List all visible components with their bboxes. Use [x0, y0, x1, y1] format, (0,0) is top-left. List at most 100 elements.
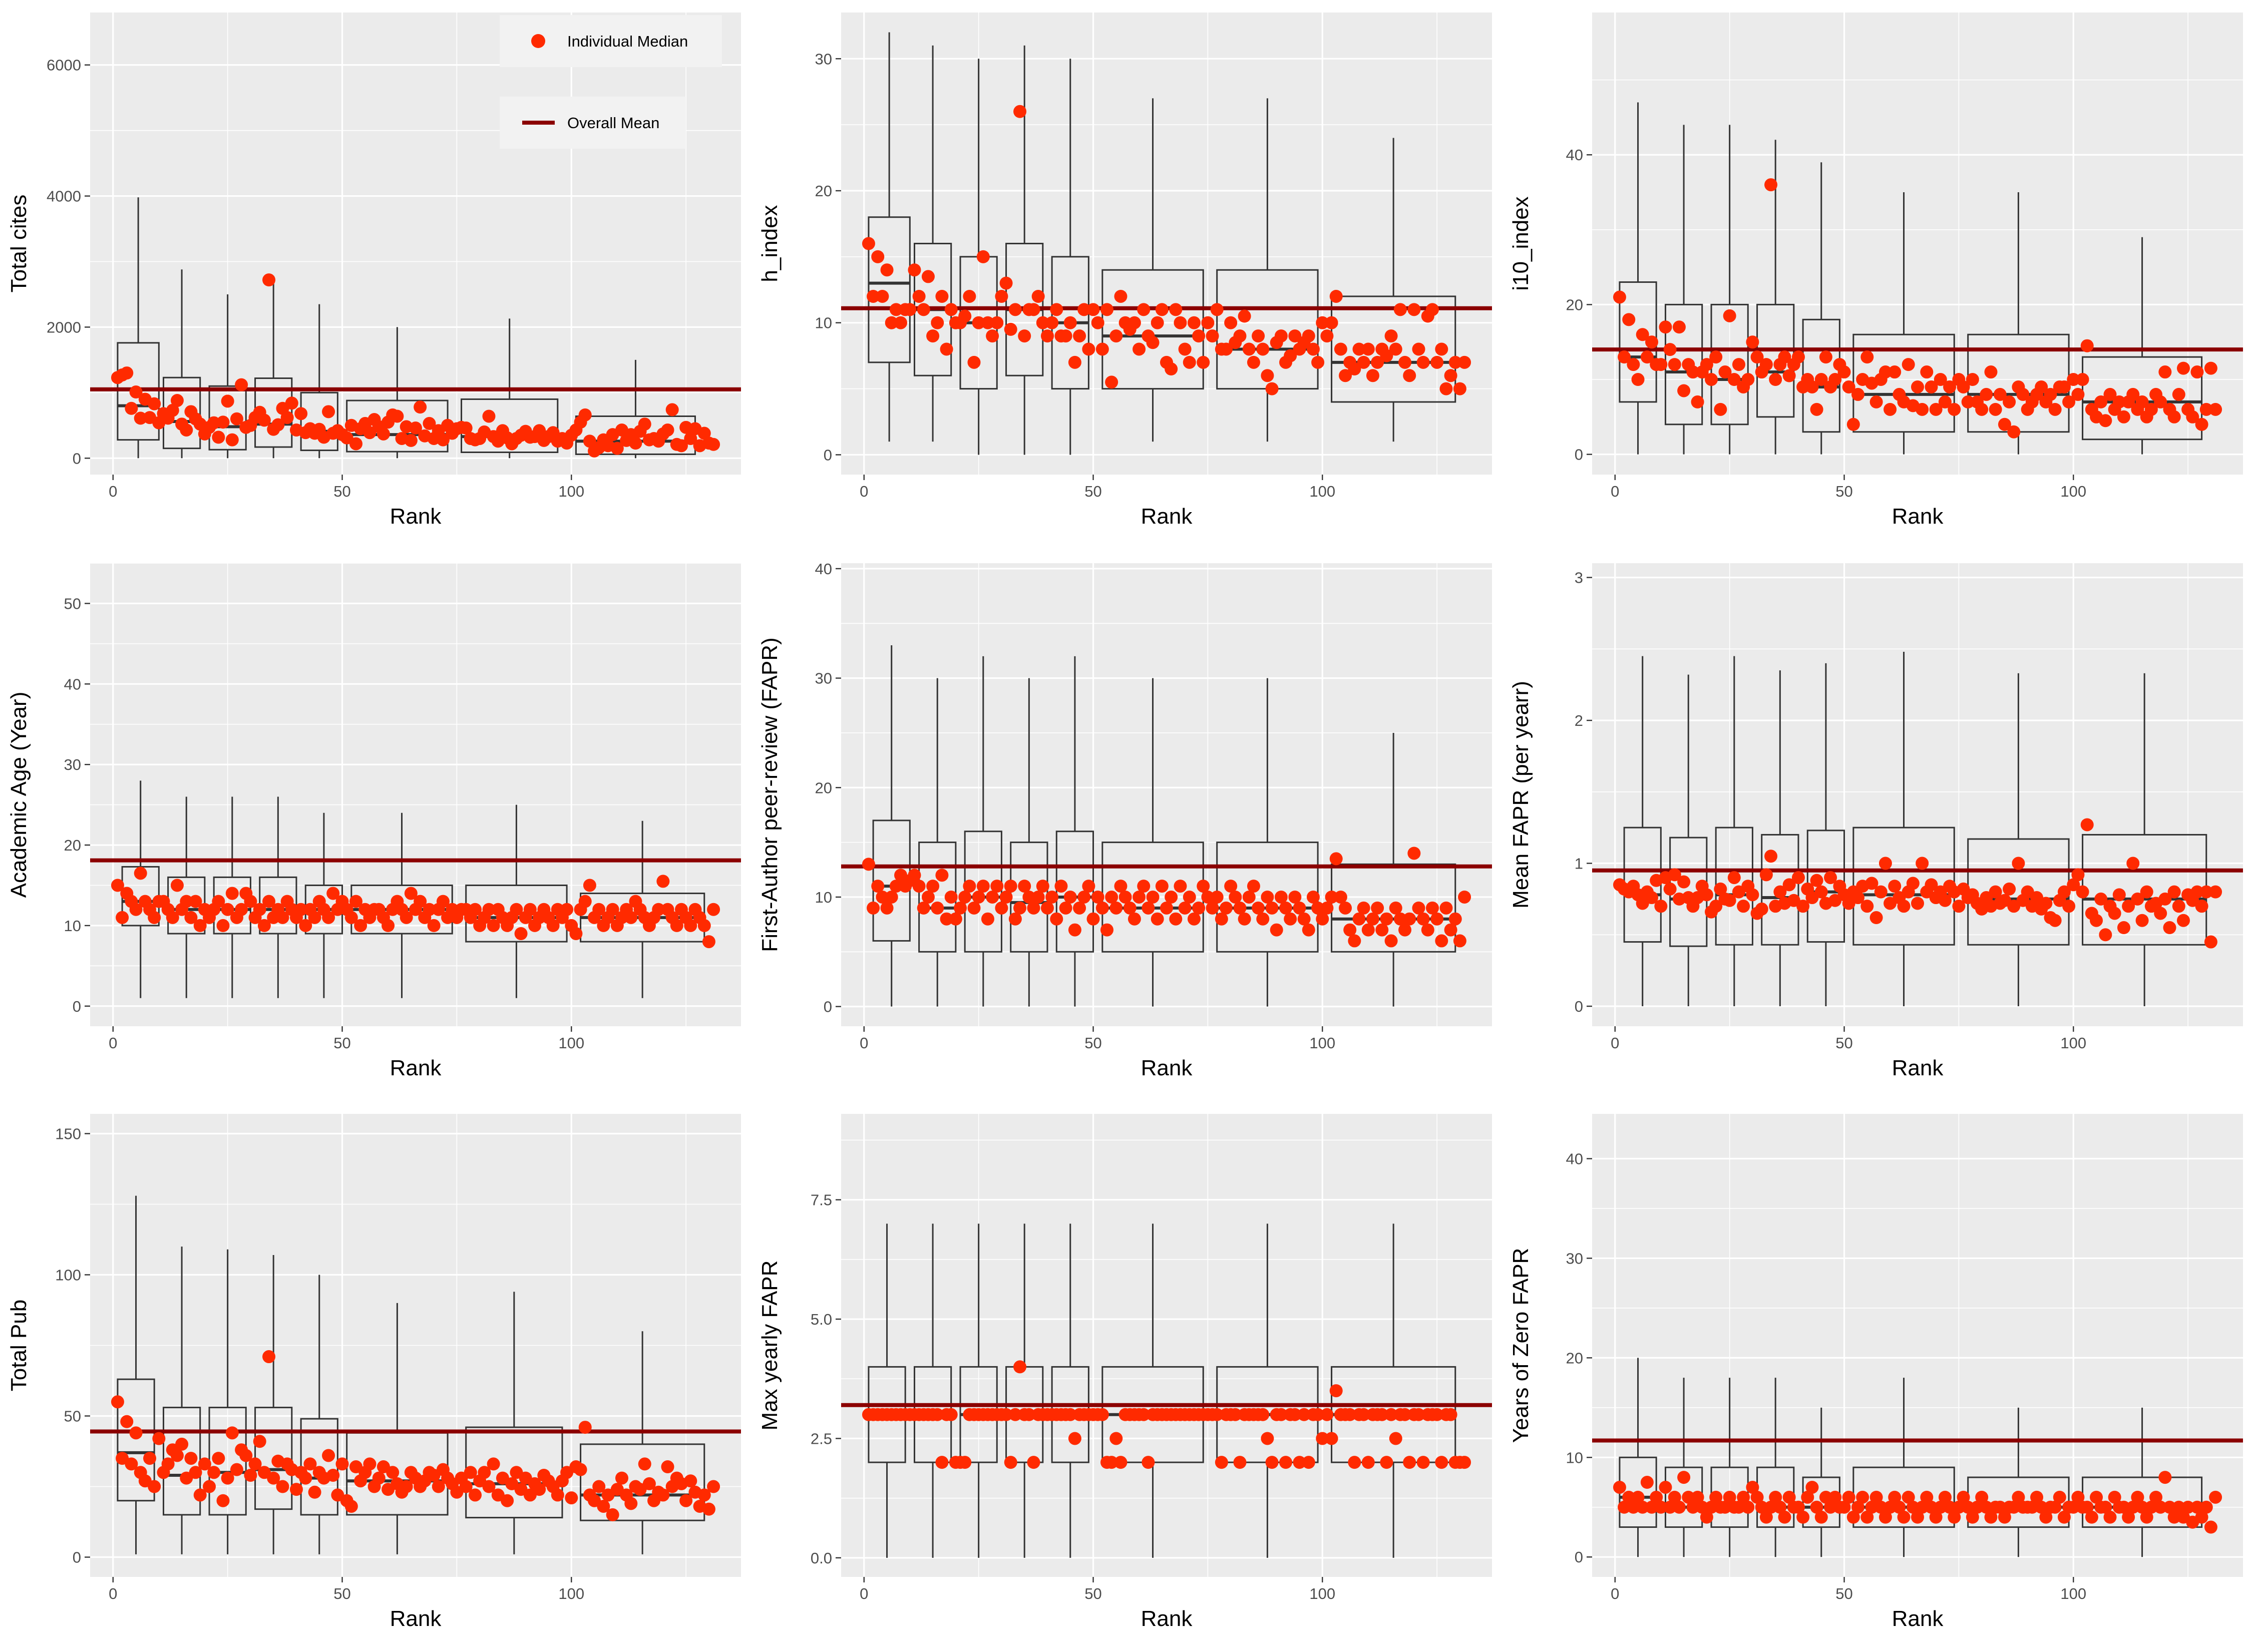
x-tick-label: 50	[333, 483, 350, 500]
individual-median-point	[2190, 885, 2204, 899]
individual-median-point	[926, 880, 940, 893]
individual-median-point	[129, 903, 143, 916]
individual-median-point	[1197, 880, 1210, 893]
individual-median-point	[1416, 1456, 1430, 1469]
individual-median-point	[944, 1408, 958, 1421]
individual-median-point	[285, 396, 298, 410]
individual-median-point	[2108, 907, 2121, 920]
individual-median-point	[1045, 316, 1059, 329]
individual-median-point	[2135, 395, 2149, 408]
individual-median-point	[1320, 329, 1334, 343]
individual-median-point	[642, 1477, 656, 1490]
individual-median-point	[1755, 902, 1768, 916]
chart-panel: 0 50 100 0 1 2 3 Rank Mean FAPR (per yearr)	[1509, 563, 2243, 1080]
individual-median-point	[464, 1466, 477, 1479]
individual-median-point	[299, 919, 312, 932]
individual-median-point	[1971, 1500, 1984, 1514]
individual-median-point	[257, 414, 271, 427]
individual-median-point	[193, 919, 207, 932]
individual-median-point	[459, 422, 473, 435]
individual-median-point	[1403, 1456, 1416, 1469]
individual-median-point	[1325, 1432, 1338, 1445]
individual-median-point	[1618, 350, 1631, 364]
chart-panel: 0 50 100 0.0 2.5 5.0 7.5 Rank Max yearly FAPR	[758, 1114, 1492, 1631]
individual-median-point	[1723, 1490, 1736, 1504]
x-axis-title: Rank	[1141, 504, 1193, 529]
individual-median-point	[638, 418, 651, 431]
individual-median-point	[1297, 912, 1311, 926]
individual-median-point	[116, 911, 129, 924]
individual-median-point	[1430, 1408, 1444, 1421]
individual-median-point	[143, 1452, 157, 1465]
individual-median-point	[482, 409, 496, 423]
individual-median-point	[487, 919, 500, 932]
individual-median-point	[1109, 1432, 1123, 1445]
individual-median-point	[1082, 342, 1095, 356]
individual-median-point	[1668, 358, 1681, 371]
individual-median-point	[551, 1488, 564, 1502]
individual-median-point	[1384, 1408, 1398, 1421]
individual-median-point	[344, 911, 358, 924]
individual-median-point	[903, 303, 917, 316]
x-axis-title: Rank	[1892, 1056, 1944, 1080]
individual-median-point	[1192, 901, 1206, 915]
individual-median-point	[170, 394, 184, 407]
individual-median-point	[322, 405, 335, 419]
individual-median-point	[253, 903, 266, 916]
individual-median-point	[2035, 1500, 2048, 1514]
individual-median-point	[1329, 1384, 1343, 1398]
individual-median-point	[1393, 912, 1407, 926]
y-axis-title: i10_index	[1509, 196, 1533, 290]
individual-median-point	[1339, 901, 1352, 915]
individual-median-point	[1645, 335, 1659, 349]
individual-median-point	[940, 342, 953, 356]
individual-median-point	[1796, 900, 1810, 913]
individual-median-point	[972, 316, 985, 329]
y-tick-label: 2	[1575, 712, 1583, 729]
individual-median-point	[1810, 402, 1823, 416]
individual-median-point	[1187, 912, 1201, 926]
individual-median-point	[404, 887, 418, 900]
individual-median-point	[2131, 892, 2144, 906]
individual-median-point	[1201, 316, 1215, 329]
individual-median-point	[349, 895, 362, 908]
x-axis-title: Rank	[1892, 1606, 1944, 1631]
individual-median-point	[225, 1426, 239, 1440]
individual-median-point	[1805, 1480, 1819, 1494]
individual-median-point	[189, 895, 202, 908]
y-tick-label: 3	[1575, 569, 1583, 587]
individual-median-point	[1709, 350, 1723, 364]
individual-median-point	[2144, 402, 2158, 416]
plot-background	[90, 13, 741, 475]
individual-median-point	[880, 263, 894, 277]
x-tick-label: 0	[109, 1585, 117, 1602]
individual-median-point	[1256, 912, 1270, 926]
individual-median-point	[1764, 178, 1778, 192]
individual-median-point	[1311, 901, 1325, 915]
individual-median-point	[2071, 868, 2085, 882]
individual-median-point	[871, 250, 885, 263]
individual-median-point	[1151, 316, 1164, 329]
individual-median-point	[697, 427, 711, 440]
individual-median-point	[184, 911, 198, 924]
individual-median-point	[967, 901, 981, 915]
individual-median-point	[2195, 418, 2208, 431]
individual-median-point	[592, 903, 606, 916]
chart-panel: 0 50 100 0 10 20 30 Rank h_index	[758, 13, 1492, 529]
individual-median-point	[1613, 1480, 1626, 1494]
y-axis-title: Max yearly FAPR	[758, 1261, 782, 1431]
individual-median-point	[469, 903, 482, 916]
individual-median-point	[1008, 303, 1022, 316]
individual-median-point	[2090, 914, 2103, 927]
individual-median-point	[908, 869, 921, 882]
individual-median-point	[1627, 1500, 1640, 1514]
individual-median-point	[1348, 362, 1361, 376]
individual-median-point	[1352, 342, 1366, 356]
individual-median-point	[574, 1463, 587, 1476]
individual-median-point	[1916, 1500, 1929, 1514]
individual-median-point	[2195, 1510, 2208, 1524]
individual-median-point	[230, 1463, 243, 1476]
y-tick-label: 30	[1566, 1250, 1583, 1267]
individual-median-point	[1938, 1490, 1952, 1504]
individual-median-point	[990, 316, 1004, 329]
